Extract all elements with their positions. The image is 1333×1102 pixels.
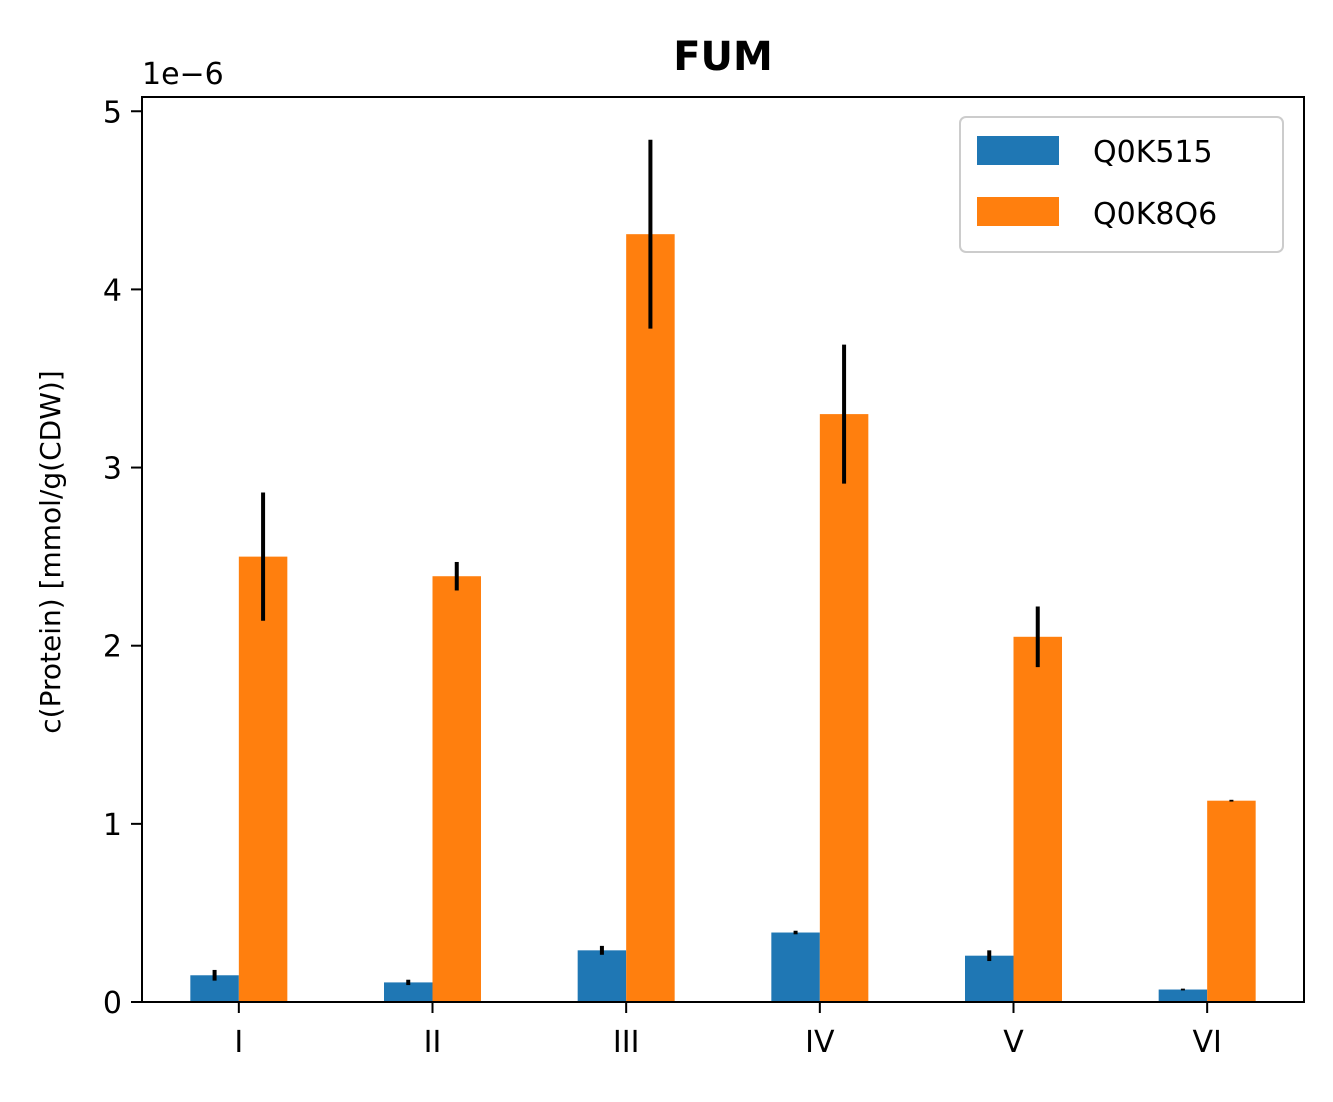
x-tick-label-iii: III	[613, 1025, 640, 1060]
legend-label-q0k515: Q0K515	[1093, 135, 1213, 170]
bar-q0k515-ii	[384, 982, 433, 1002]
x-tick-label-iv: IV	[805, 1025, 835, 1060]
x-tick-label-vi: VI	[1192, 1025, 1221, 1060]
error-bars-layer	[212, 139, 1234, 991]
legend-swatch-q0k515	[977, 136, 1059, 165]
legend-swatch-q0k8q6	[977, 197, 1059, 226]
y-tick-label-1: 1	[103, 808, 122, 843]
bar-q0k515-vi	[1158, 989, 1208, 1002]
y-tick-label-5: 5	[103, 95, 122, 130]
y-axis: 0 1 2 3 4 5	[103, 95, 142, 1021]
y-axis-label: c(Protein) [mmol/g(CDW)]	[34, 370, 67, 733]
bar-q0k515-iii	[577, 950, 627, 1002]
bar-q0k8q6-iv	[819, 414, 869, 1002]
bar-q0k8q6-i	[238, 556, 288, 1002]
bar-q0k8q6-vi	[1207, 800, 1256, 1002]
x-tick-label-i: I	[234, 1025, 243, 1060]
bar-q0k8q6-ii	[432, 576, 481, 1002]
y-tick-label-3: 3	[103, 452, 122, 487]
x-axis: I II III IV V VI	[234, 1002, 1222, 1060]
y-tick-label-2: 2	[103, 630, 122, 665]
legend: Q0K515 Q0K8Q6	[959, 116, 1284, 253]
chart-title: FUM	[673, 34, 773, 80]
x-tick-label-v: V	[1003, 1025, 1024, 1060]
bar-q0k515-v	[965, 955, 1014, 1002]
bars-layer	[190, 234, 1256, 1003]
y-offset-label: 1e−6	[142, 57, 224, 92]
legend-label-q0k8q6: Q0K8Q6	[1093, 197, 1217, 232]
y-tick-label-4: 4	[103, 273, 122, 308]
bar-q0k8q6-v	[1013, 636, 1062, 1002]
plot-frame	[141, 96, 1305, 1003]
x-tick-label-ii: II	[424, 1025, 442, 1060]
y-tick-label-0: 0	[103, 986, 122, 1021]
bar-q0k515-iv	[771, 932, 820, 1002]
bar-q0k8q6-iii	[626, 234, 675, 1003]
